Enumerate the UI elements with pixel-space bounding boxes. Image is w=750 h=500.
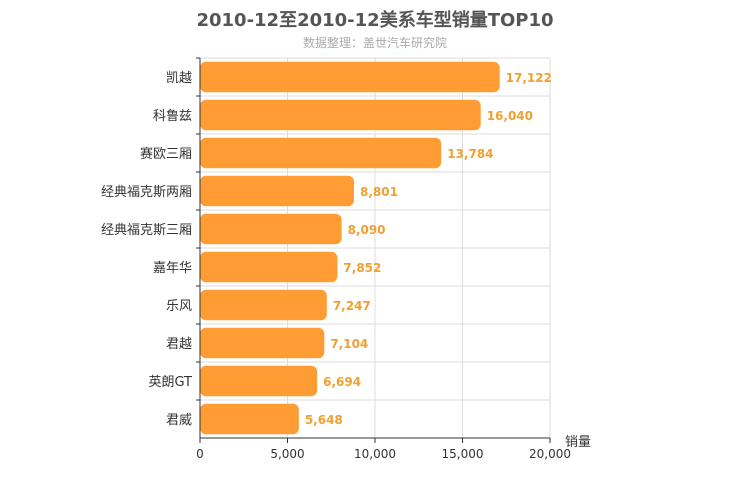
bar-value-label: 13,784 bbox=[447, 147, 493, 161]
x-tick-label: 15,000 bbox=[442, 447, 484, 461]
bar bbox=[200, 365, 318, 397]
bar-value-label: 8,090 bbox=[348, 223, 386, 237]
bar bbox=[200, 289, 327, 321]
x-tick-label: 5,000 bbox=[270, 447, 304, 461]
x-tick-label: 20,000 bbox=[529, 447, 571, 461]
bar bbox=[200, 99, 481, 131]
bar-value-label: 17,122 bbox=[506, 71, 552, 85]
x-tick-label: 0 bbox=[196, 447, 204, 461]
category-label: 嘉年华 bbox=[153, 261, 192, 276]
bar-value-label: 7,104 bbox=[330, 337, 368, 351]
axes: 0 5,000 10,000 15,000 20,000 bbox=[196, 57, 571, 461]
category-label: 君威 bbox=[166, 413, 192, 428]
category-label: 科鲁兹 bbox=[153, 109, 192, 124]
bar bbox=[200, 251, 338, 283]
category-label: 凯越 bbox=[166, 71, 192, 86]
chart-title: 2010-12至2010-12美系车型销量TOP10 bbox=[196, 10, 554, 31]
bar-value-label: 5,648 bbox=[305, 413, 343, 427]
bar-value-label: 16,040 bbox=[487, 109, 533, 123]
bar-value-label: 6,694 bbox=[323, 375, 361, 389]
bar-value-label: 8,801 bbox=[360, 185, 398, 199]
category-label: 赛欧三厢 bbox=[140, 146, 192, 162]
labels: 17,122 凯越 16,040 科鲁兹 13,784 赛欧三厢 8,801 经典福克斯两厢 8… bbox=[101, 71, 552, 428]
category-label: 经典福克斯三厢 bbox=[101, 223, 192, 238]
bar bbox=[200, 175, 355, 207]
bars bbox=[200, 61, 500, 435]
x-tick-label: 10,000 bbox=[354, 447, 396, 461]
bar bbox=[200, 213, 342, 245]
category-label: 英朗GT bbox=[148, 375, 192, 390]
category-label: 君越 bbox=[166, 337, 192, 352]
bar-value-label: 7,247 bbox=[333, 299, 371, 313]
bar bbox=[200, 327, 325, 359]
bar-value-label: 7,852 bbox=[343, 261, 381, 275]
bar bbox=[200, 61, 500, 93]
x-axis-title: 销量 bbox=[565, 435, 591, 450]
chart-subtitle: 数据整理：盖世汽车研究院 bbox=[302, 36, 447, 50]
bar bbox=[200, 403, 299, 435]
category-label: 经典福克斯两厢 bbox=[101, 185, 192, 200]
category-label: 乐风 bbox=[166, 299, 192, 314]
bar bbox=[200, 137, 442, 169]
